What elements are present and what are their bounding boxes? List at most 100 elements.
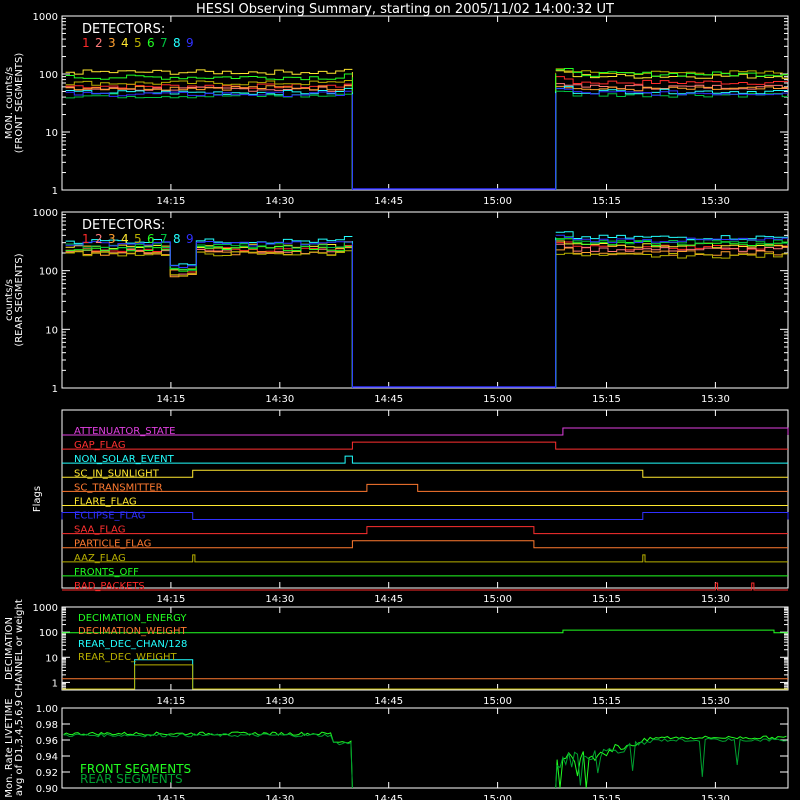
x-tick-label: 15:00	[483, 696, 512, 707]
x-tick-label: 15:15	[592, 696, 621, 707]
series-3-post	[555, 85, 788, 92]
flag-label: NON_SOLAR_EVENT	[74, 454, 175, 465]
y-tick-label: 100	[39, 628, 58, 639]
flags-panel-frame	[61, 409, 789, 589]
x-tick-label: 15:15	[592, 196, 621, 207]
decimation-legend: REAR_DEC_CHAN/128	[78, 639, 187, 650]
x-tick-label: 15:00	[483, 594, 512, 605]
flag-trace	[62, 526, 788, 535]
y-axis-label: Mon. Rate LIVETIME	[4, 698, 15, 797]
decimation-legend: DECIMATION_WEIGHT	[78, 626, 187, 637]
flags-panel: 14:15 14:30 14:45 15:00 15:15 15:30 Flags ATTEN…	[32, 409, 789, 605]
y-axis-label: (FRONT SEGMENTS)	[14, 53, 25, 154]
legend-number-9: 9	[186, 232, 194, 246]
x-tick-label: 15:30	[701, 196, 730, 207]
x-tick-label: 15:00	[483, 196, 512, 207]
series-5-pre	[65, 250, 353, 277]
x-tick-label: 14:45	[374, 594, 403, 605]
x-tick-label: 14:30	[265, 196, 294, 207]
flag-label: GAP_FLAG	[74, 440, 126, 451]
legend-number-5: 5	[134, 232, 142, 246]
decimation-legend: REAR_DEC_WEIGHT	[78, 652, 177, 663]
x-tick-label: 14:15	[156, 196, 185, 207]
y-tick-label: 0.94	[36, 752, 58, 763]
figure-title: HESSI Observing Summary, starting on 200…	[196, 2, 614, 17]
series-4-post	[555, 70, 788, 79]
legend-number-6: 6	[147, 232, 155, 246]
legend-number-6: 6	[147, 36, 155, 50]
legend-number-4: 4	[121, 36, 129, 50]
y-tick-label: 1000	[33, 603, 58, 614]
legend-number-2: 2	[95, 36, 103, 50]
livetime-panel-frame	[61, 707, 789, 789]
flag-trace	[61, 512, 789, 521]
y-axis-label: MON. counts/s	[4, 67, 15, 139]
series-4-post	[555, 240, 788, 249]
x-tick-label: 14:15	[156, 696, 185, 707]
flag-trace	[62, 540, 788, 549]
flag-trace	[62, 441, 788, 450]
decimation-panel: 14:15 14:30 14:45 15:00 15:15 15:30 DECIMATION…	[4, 599, 789, 707]
series-2-post	[555, 83, 788, 90]
legend-number-1: 1	[82, 232, 90, 246]
livetime-series-post	[555, 737, 787, 789]
x-tick-label: 14:15	[156, 594, 185, 605]
flag-trace	[62, 427, 789, 436]
panels: 14:15 14:30 14:45 15:00 15:15 15:30 MON. count…	[4, 12, 789, 800]
x-tick-label: 14:45	[374, 794, 403, 800]
x-tick-label: 15:30	[701, 794, 730, 800]
decimation-panel-frame	[61, 606, 789, 691]
legend-number-7: 7	[160, 36, 168, 50]
flag-trace	[62, 554, 788, 563]
legend-number-4: 4	[121, 232, 129, 246]
flag-label: PARTICLE_FLAG	[74, 539, 151, 550]
y-axis-label: CHANNEL or weight	[14, 599, 25, 698]
y-tick-label: 0.96	[36, 736, 58, 747]
legend-number-3: 3	[108, 232, 116, 246]
legend-number-7: 7	[160, 232, 168, 246]
series-5-post	[555, 252, 788, 259]
x-tick-label: 14:15	[156, 794, 185, 800]
y-axis-label: avg of D1,3,4,5,6,9	[14, 700, 25, 796]
flag-label: SAA_FLAG	[74, 525, 125, 536]
x-tick-label: 14:45	[374, 696, 403, 707]
series-8-pre	[65, 236, 353, 266]
x-tick-label: 15:30	[701, 696, 730, 707]
series-5-pre	[65, 80, 353, 86]
y-tick-label: 100	[39, 267, 58, 278]
legend-number-5: 5	[134, 36, 142, 50]
y-tick-label: 10	[45, 653, 58, 664]
y-tick-label: 1000	[33, 208, 58, 219]
x-tick-label: 14:45	[374, 394, 403, 405]
series-6-post	[555, 68, 788, 77]
legend-title: DETECTORS:	[82, 218, 165, 233]
y-tick-label: 1	[52, 186, 58, 197]
legend-number-2: 2	[95, 232, 103, 246]
series-9-post	[555, 88, 788, 96]
series-2-post	[555, 243, 788, 252]
series-6-pre	[65, 73, 353, 81]
x-tick-label: 14:30	[265, 394, 294, 405]
y-axis-label: counts/s	[4, 279, 15, 321]
front-counts-panel-frame	[61, 15, 789, 191]
y-axis-label: (REAR SEGMENTS)	[14, 253, 25, 346]
livetime-legend: FRONT SEGMENTS	[80, 762, 191, 776]
series-1-post	[555, 241, 788, 251]
series-9-pre	[65, 241, 353, 268]
livetime-series-pre	[63, 732, 353, 789]
x-tick-label: 14:30	[265, 594, 294, 605]
series-8-post	[555, 231, 788, 240]
x-tick-label: 15:00	[483, 794, 512, 800]
front-counts-panel: 14:15 14:30 14:45 15:00 15:15 15:30 MON. count…	[4, 12, 789, 207]
legend-number-9: 9	[186, 36, 194, 50]
y-axis-label: DECIMATION	[4, 617, 15, 680]
x-tick-label: 14:30	[265, 794, 294, 800]
flag-trace	[62, 483, 788, 492]
flag-label: ECLIPSE_FLAG	[74, 511, 145, 522]
y-tick-label: 0.98	[36, 720, 58, 731]
x-tick-label: 15:30	[701, 394, 730, 405]
x-tick-label: 15:00	[483, 394, 512, 405]
legend-number-8: 8	[173, 36, 181, 50]
x-tick-label: 14:15	[156, 394, 185, 405]
